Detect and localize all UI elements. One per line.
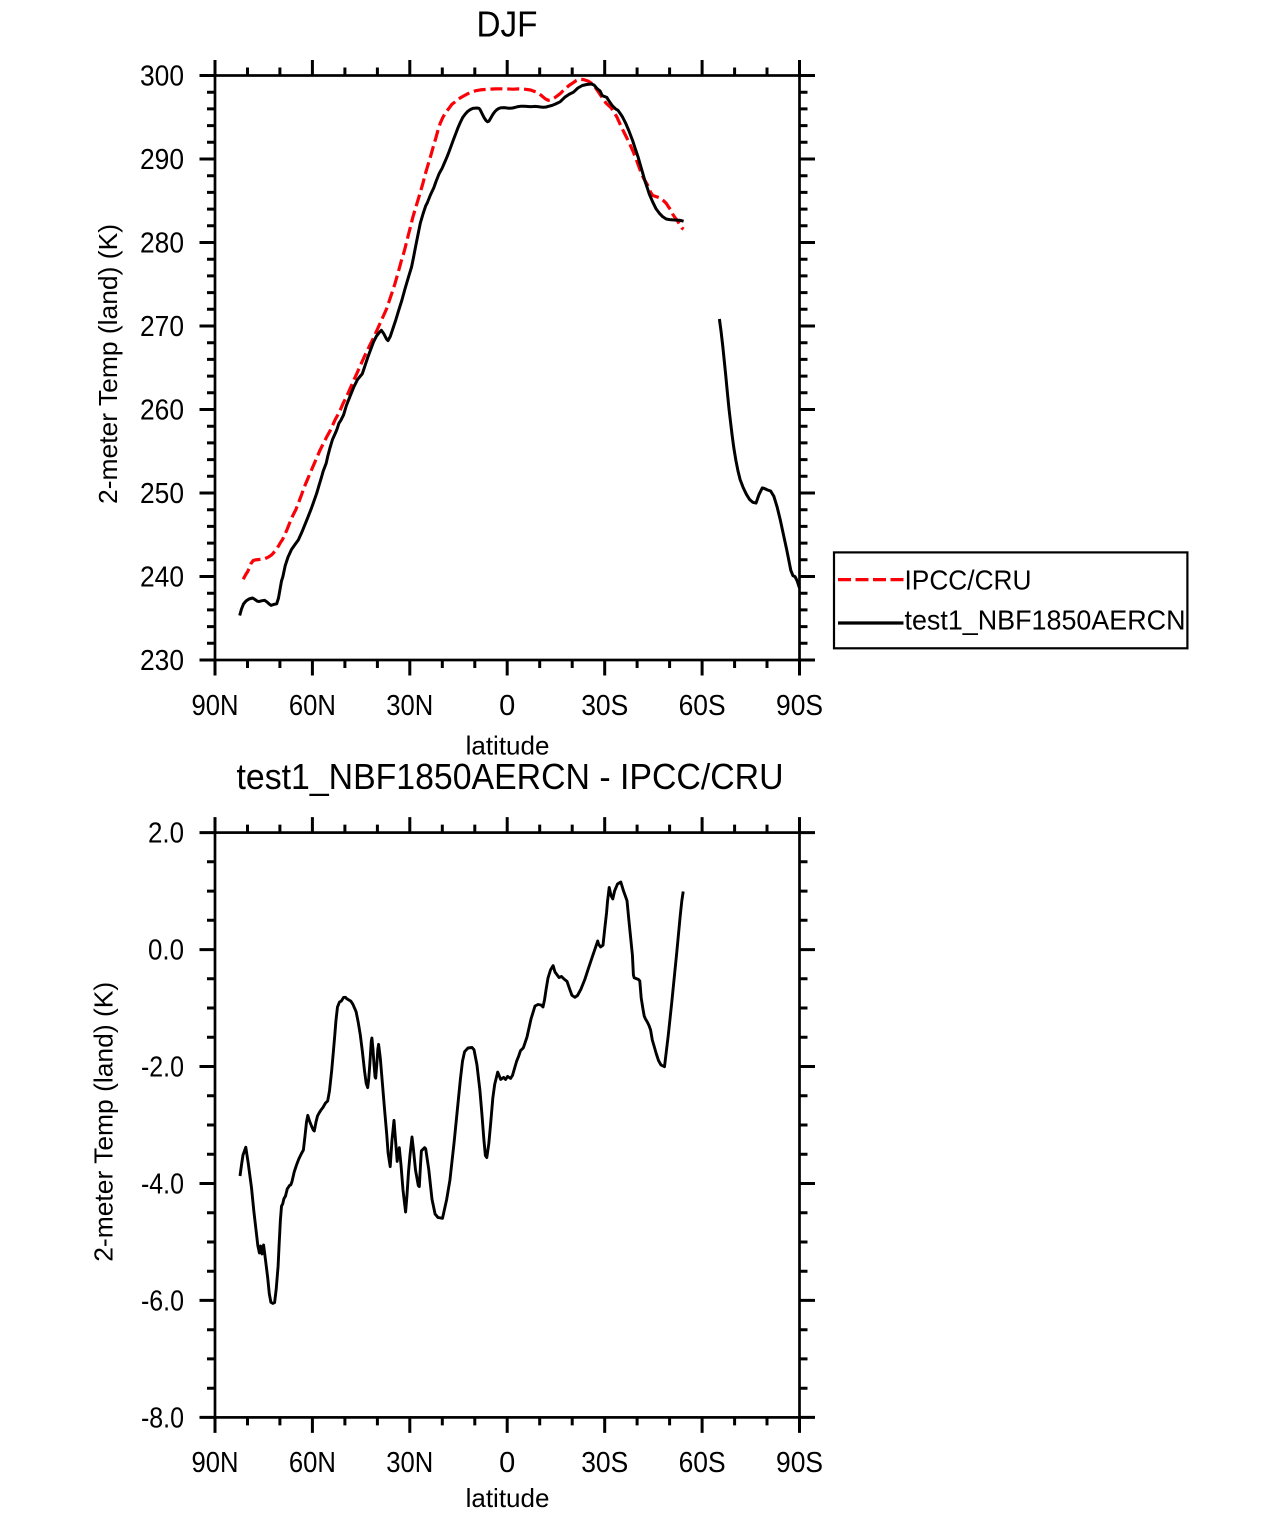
svg-text:280: 280 bbox=[140, 228, 184, 260]
svg-text:test1_NBF1850AERCN: test1_NBF1850AERCN bbox=[905, 605, 1186, 636]
svg-text:60S: 60S bbox=[679, 690, 726, 722]
svg-text:260: 260 bbox=[140, 395, 184, 427]
svg-text:DJF: DJF bbox=[477, 4, 538, 45]
svg-text:0.0: 0.0 bbox=[148, 935, 184, 967]
svg-text:-8.0: -8.0 bbox=[141, 1402, 184, 1434]
svg-text:30S: 30S bbox=[581, 690, 628, 722]
svg-text:30N: 30N bbox=[386, 690, 433, 722]
svg-text:2-meter Temp (land) (K): 2-meter Temp (land) (K) bbox=[93, 224, 123, 504]
svg-text:90N: 90N bbox=[192, 690, 239, 722]
svg-text:latitude: latitude bbox=[466, 1483, 550, 1513]
svg-text:IPCC/CRU: IPCC/CRU bbox=[905, 564, 1032, 595]
svg-text:2-meter Temp (land) (K): 2-meter Temp (land) (K) bbox=[89, 982, 119, 1262]
svg-text:90N: 90N bbox=[192, 1447, 239, 1479]
svg-text:270: 270 bbox=[140, 311, 184, 343]
svg-text:300: 300 bbox=[140, 61, 184, 93]
svg-text:60S: 60S bbox=[679, 1447, 726, 1479]
svg-text:240: 240 bbox=[140, 562, 184, 594]
svg-text:0: 0 bbox=[499, 690, 515, 722]
svg-text:90S: 90S bbox=[776, 1447, 823, 1479]
svg-text:-6.0: -6.0 bbox=[141, 1285, 184, 1317]
svg-text:60N: 60N bbox=[289, 690, 336, 722]
svg-text:-4.0: -4.0 bbox=[141, 1169, 184, 1201]
svg-text:290: 290 bbox=[140, 144, 184, 176]
svg-text:test1_NBF1850AERCN - IPCC/CRU: test1_NBF1850AERCN - IPCC/CRU bbox=[237, 756, 784, 797]
svg-text:latitude: latitude bbox=[466, 731, 550, 761]
svg-text:0: 0 bbox=[499, 1447, 515, 1479]
svg-text:230: 230 bbox=[140, 645, 184, 677]
svg-text:250: 250 bbox=[140, 478, 184, 510]
svg-text:60N: 60N bbox=[289, 1447, 336, 1479]
svg-text:30S: 30S bbox=[581, 1447, 628, 1479]
svg-text:30N: 30N bbox=[386, 1447, 433, 1479]
svg-text:90S: 90S bbox=[776, 690, 823, 722]
svg-text:2.0: 2.0 bbox=[148, 818, 184, 850]
svg-text:-2.0: -2.0 bbox=[141, 1052, 184, 1084]
